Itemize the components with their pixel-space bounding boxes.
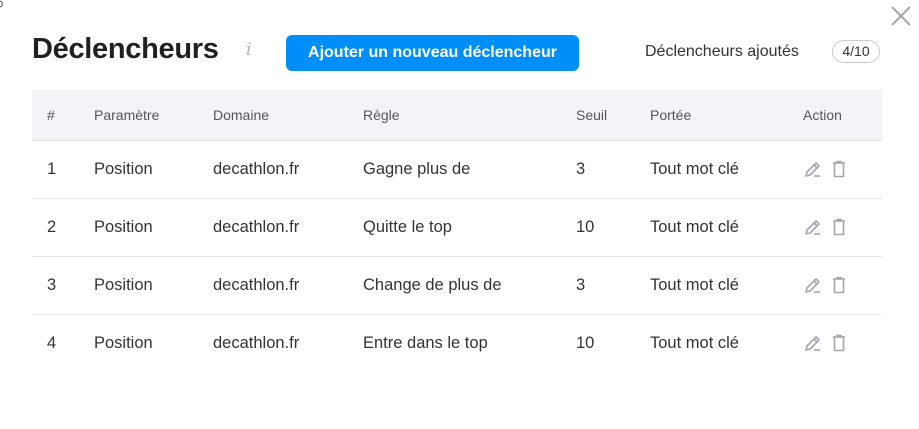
row-scope: Tout mot clé: [650, 313, 803, 372]
triggers-table: # Paramètre Domaine Règle Seuil Portée A…: [32, 90, 882, 372]
col-action: Action: [803, 106, 842, 123]
close-icon[interactable]: [889, 4, 913, 28]
row-domain: decathlon.fr: [213, 255, 363, 314]
row-rule: Entre dans le top: [363, 313, 576, 372]
add-trigger-button[interactable]: Ajouter un nouveau déclencheur: [286, 35, 579, 71]
table-row: 2 Position decathlon.fr Quitte le top 10 Tout…: [32, 197, 882, 256]
edit-pencil-icon[interactable]: [803, 159, 823, 179]
info-icon[interactable]: i: [246, 40, 252, 60]
row-threshold: 10: [576, 197, 650, 256]
row-actions: [803, 313, 882, 372]
row-threshold: 3: [576, 139, 650, 198]
col-number: #: [47, 106, 55, 123]
delete-trash-icon[interactable]: [829, 333, 849, 353]
page-title: Déclencheurs: [32, 33, 219, 65]
edit-pencil-icon[interactable]: [803, 217, 823, 237]
row-rule: Gagne plus de: [363, 139, 576, 198]
table-row: 4 Position decathlon.fr Entre dans le top 10…: [32, 313, 882, 372]
col-domain: Domaine: [213, 106, 270, 123]
row-actions: [803, 139, 882, 198]
row-number: 2: [32, 197, 94, 256]
row-parameter: Position: [94, 139, 213, 198]
delete-trash-icon[interactable]: [829, 159, 849, 179]
row-actions: [803, 197, 882, 256]
row-parameter: Position: [94, 313, 213, 372]
row-threshold: 3: [576, 255, 650, 314]
row-number: 1: [32, 139, 94, 198]
row-actions: [803, 255, 882, 314]
row-parameter: Position: [94, 197, 213, 256]
col-parameter: Paramètre: [94, 106, 160, 123]
table-row: 1 Position decathlon.fr Gagne plus de 3 Tout …: [32, 139, 882, 198]
row-domain: decathlon.fr: [213, 197, 363, 256]
row-domain: decathlon.fr: [213, 139, 363, 198]
table-header: # Paramètre Domaine Règle Seuil Portée A…: [32, 90, 882, 140]
corner-mark-icon: [0, 0, 3, 8]
row-number: 3: [32, 255, 94, 314]
row-scope: Tout mot clé: [650, 197, 803, 256]
table-row: 3 Position decathlon.fr Change de plus de 3 T…: [32, 255, 882, 314]
row-rule: Quitte le top: [363, 197, 576, 256]
triggers-added-label: Déclencheurs ajoutés: [645, 43, 799, 60]
triggers-count-badge: 4/10: [832, 40, 880, 63]
col-rule: Règle: [363, 106, 400, 123]
row-domain: decathlon.fr: [213, 313, 363, 372]
delete-trash-icon[interactable]: [829, 217, 849, 237]
row-parameter: Position: [94, 255, 213, 314]
edit-pencil-icon[interactable]: [803, 275, 823, 295]
row-threshold: 10: [576, 313, 650, 372]
row-scope: Tout mot clé: [650, 255, 803, 314]
row-rule: Change de plus de: [363, 255, 576, 314]
col-threshold: Seuil: [576, 106, 608, 123]
row-scope: Tout mot clé: [650, 139, 803, 198]
col-scope: Portée: [650, 106, 692, 123]
edit-pencil-icon[interactable]: [803, 333, 823, 353]
delete-trash-icon[interactable]: [829, 275, 849, 295]
row-number: 4: [32, 313, 94, 372]
